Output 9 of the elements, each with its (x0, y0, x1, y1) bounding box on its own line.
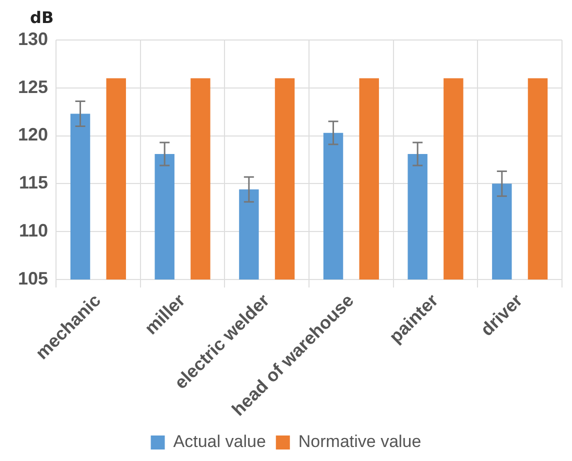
y-tick-label: 125 (18, 76, 48, 97)
y-tick-label: 105 (18, 268, 48, 288)
y-tick-label: 130 (18, 28, 48, 49)
y-tick-label: 115 (18, 172, 48, 193)
legend-label: Normative value (298, 432, 422, 452)
y-tick-label: 110 (18, 220, 48, 241)
y-tick-label: 120 (18, 124, 48, 145)
legend-label: Actual value (173, 432, 266, 452)
y-axis-title: dB (30, 8, 54, 27)
